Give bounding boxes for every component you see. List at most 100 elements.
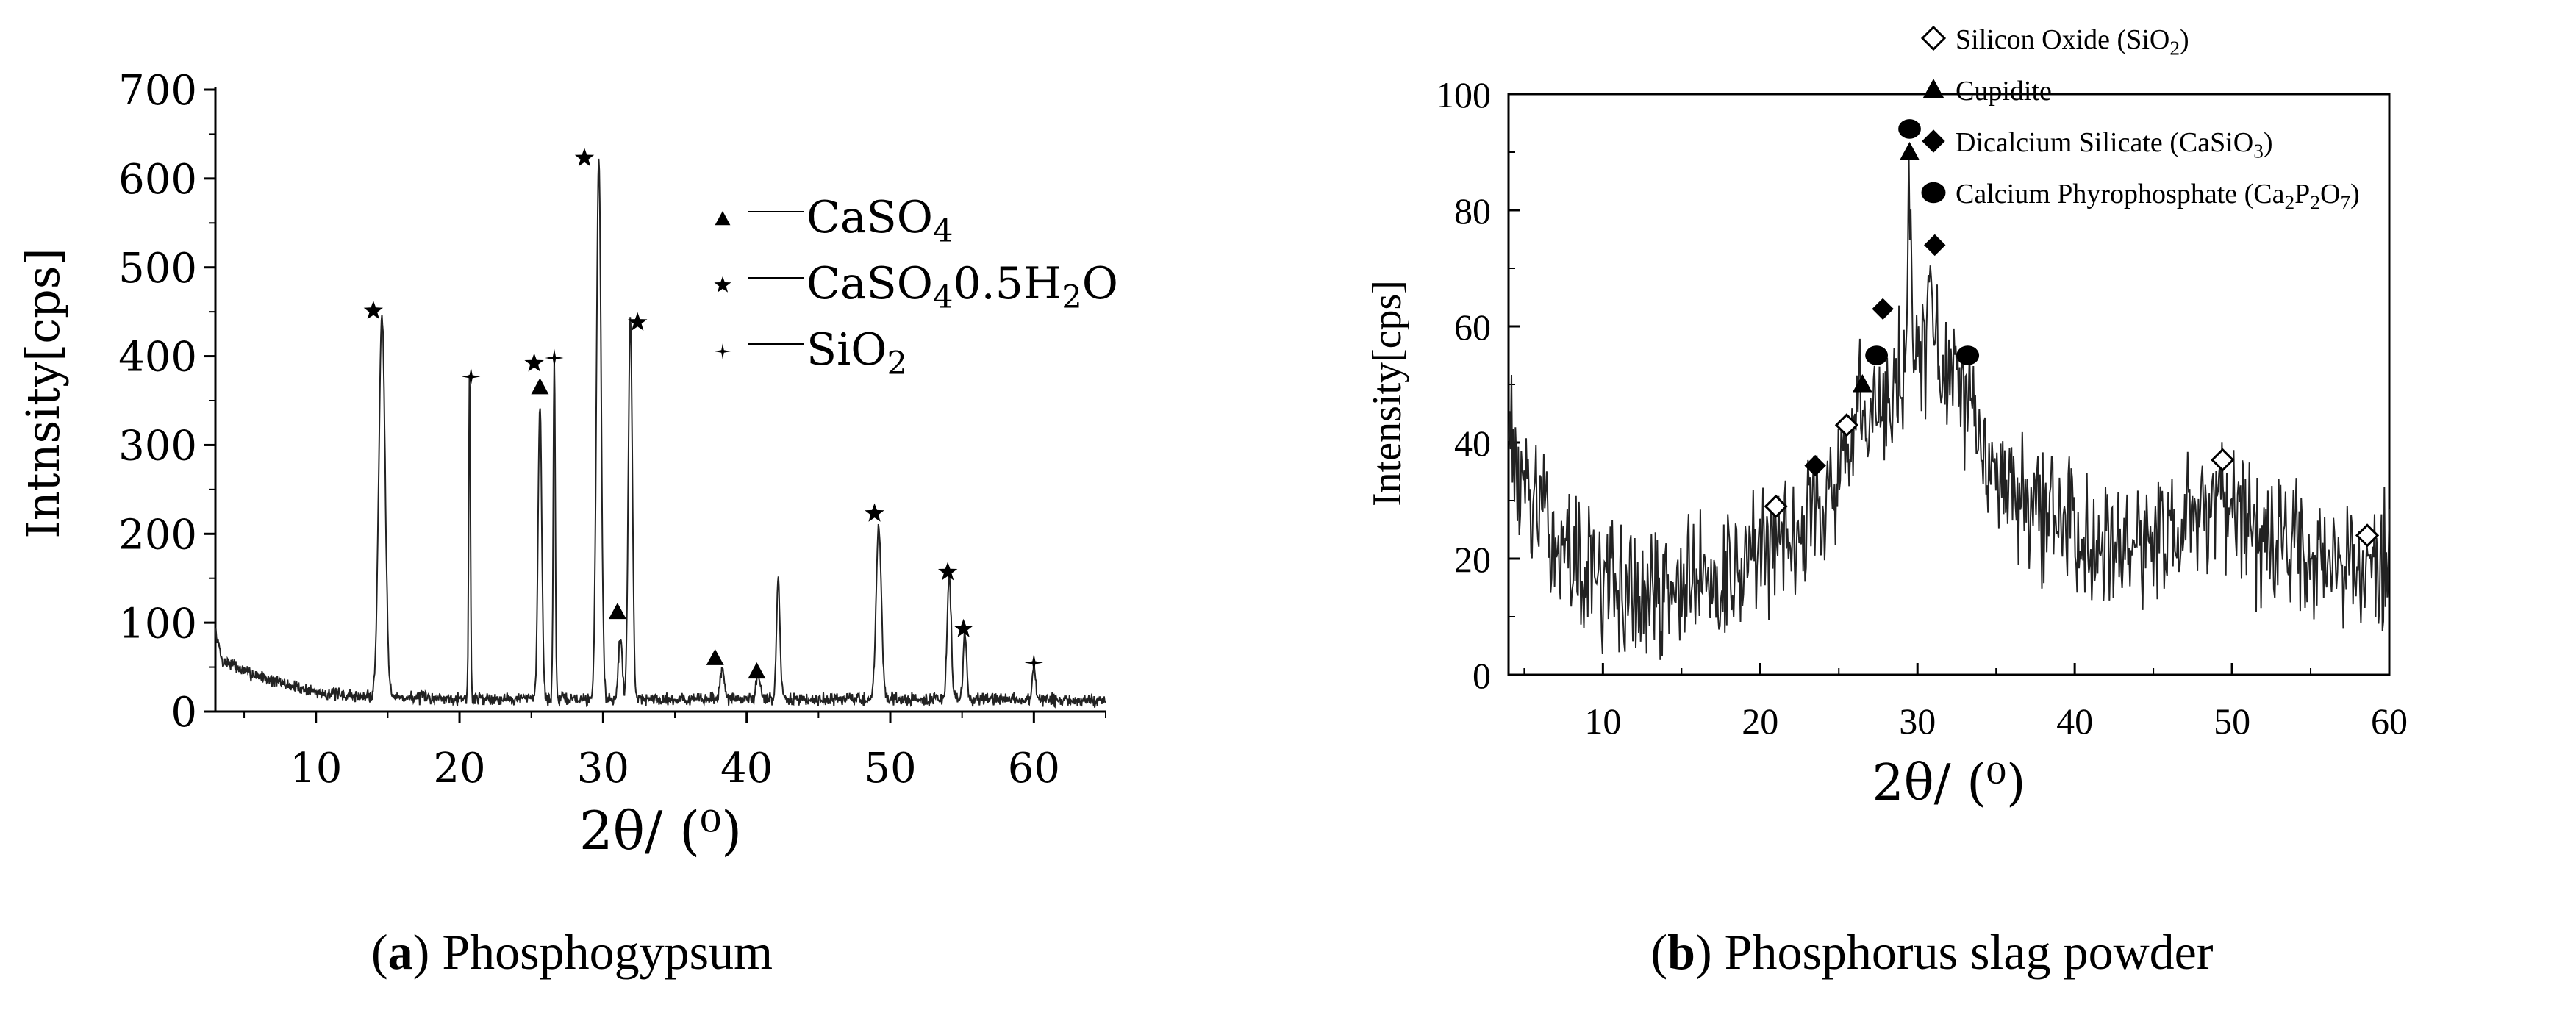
legend-text: Dicalcium Silicate (CaSiO [1956,127,2253,158]
y-tick-label: 100 [1436,74,1491,115]
x-tick-label: 10 [1584,701,1621,742]
peak-marker-star [865,503,884,522]
legend-text: O [2320,179,2340,209]
x-tick-label: 40 [2056,701,2093,742]
legend-subscript: 2 [2169,37,2180,59]
legend-subscript: 4 [933,279,953,316]
peak-marker-star [628,312,648,331]
legend-text: 0.5H [953,258,1062,309]
legend-text: CaSO [806,258,933,309]
peak-marker-triangle [748,662,766,679]
caption-letter: a [388,924,413,980]
subfigure-caption: (b) Phosphorus slag powder [1651,924,2214,980]
y-tick-label: 0 [1473,655,1491,696]
x-tick-label: 20 [1742,701,1778,742]
legend-marker-star [714,276,731,293]
y-tick-label: 700 [118,67,197,115]
y-axis-label: Intensity[cps] [1364,280,1410,506]
legend-marker-diamond-open [1920,25,1947,51]
y-tick-label: 20 [1454,539,1491,580]
legend-subscript: 7 [2340,191,2350,213]
legend-label: Silicon Oxide (SiO2) [1956,24,2189,59]
x-tick-label: 20 [433,745,485,792]
legend-label: CaSO4 [806,192,953,250]
y-tick-label: 200 [118,511,197,559]
legend-marker-diamond [1922,129,1945,153]
caption-letter: b [1667,924,1695,980]
legend-text: O [1082,258,1118,309]
subfigure-caption: (a) Phosphogypsum [371,924,773,980]
xrd-pattern-line [1508,148,2390,660]
peak-marker-star [954,618,973,637]
y-tick-label: 60 [1454,307,1491,348]
y-tick-label: 80 [1454,190,1491,232]
y-tick-label: 400 [118,334,197,381]
y-axis-label: Intnsity[cps] [16,248,70,538]
y-tick-label: 40 [1454,423,1491,464]
x-tick-label: 10 [290,745,342,792]
legend-label: Calcium Phyrophosphate (Ca2P2O7) [1956,179,2360,213]
peak-marker-diamond [1872,298,1894,320]
peak-marker-diamond [1804,454,1826,477]
legend-text: ) [2350,179,2360,209]
x-axis-label: 2θ/ (⁰) [1872,754,2025,812]
caption-text: Phosphorus slag powder [1725,924,2214,980]
peak-marker-star [363,301,383,320]
peak-marker-triangle [1853,374,1872,393]
peak-marker-plus [545,348,564,368]
peak-marker-triangle [1900,142,1920,160]
legend-subscript: 2 [2284,191,2294,213]
legend-subscript: 2 [2310,191,2320,213]
peak-marker-diamond-open [2355,523,2380,548]
peak-marker-star [574,148,595,167]
x-tick-label: 40 [720,745,773,792]
legend-text: ) [2180,24,2189,55]
y-tick-label: 500 [118,245,197,293]
legend-text: Calcium Phyrophosphate (Ca [1956,179,2285,209]
legend-text: ) [2264,127,2273,158]
peak-marker-star [938,562,958,581]
peak-marker-triangle [706,648,724,665]
peak-marker-diamond-open [2211,448,2235,472]
legend-marker-triangle [1922,79,1944,98]
legend-text: SiO [806,324,887,376]
xrd-pattern-line [215,158,1106,709]
y-tick-label: 100 [118,600,197,648]
peak-marker-triangle [531,378,549,395]
peak-marker-plus [1024,653,1043,673]
peak-marker-plus [462,367,481,386]
chart-b-phosphorus-slag: 0 20 40 60 80 100 10 20 30 40 50 60 2θ/ (⁰) Intensity… [1364,24,2408,980]
legend-label: Dicalcium Silicate (CaSiO3) [1956,127,2273,162]
legend-text: P [2294,179,2310,209]
legend-subscript: 4 [933,213,953,250]
legend-marker-triangle [715,211,731,226]
legend-subscript: 2 [1062,279,1081,316]
x-tick-label: 50 [864,745,916,792]
caption-paren: ( [371,924,388,980]
caption-paren: ( [1651,924,1668,980]
peak-marker-circle [1898,119,1921,139]
legend-label: SiO2 [806,324,907,382]
legend-marker-plus [715,343,731,359]
legend-label: Cupidite [1956,76,2052,107]
legend-text: Silicon Oxide (SiO [1956,24,2169,55]
x-axis-label: 2θ/ (⁰) [579,800,742,861]
peak-marker-circle [1865,345,1888,365]
y-tick-label: 0 [171,689,197,737]
peak-marker-triangle [608,603,626,620]
y-tick-label: 300 [118,423,197,470]
peak-marker-diamond-open [1764,494,1788,519]
caption-paren: ) [1695,924,1725,980]
x-tick-label: 30 [1899,701,1936,742]
x-tick-label: 60 [1008,745,1060,792]
legend-subscript: 2 [887,345,906,382]
y-tick-label: 600 [118,156,197,204]
chart-a-phosphogypsum: 0 100 200 300 400 500 600 700 10 20 30 40 50 60 2θ/ (⁰… [16,67,1118,980]
x-tick-label: 60 [2371,701,2408,742]
legend-text: CaSO [806,192,933,243]
legend-text: Cupidite [1956,76,2052,107]
